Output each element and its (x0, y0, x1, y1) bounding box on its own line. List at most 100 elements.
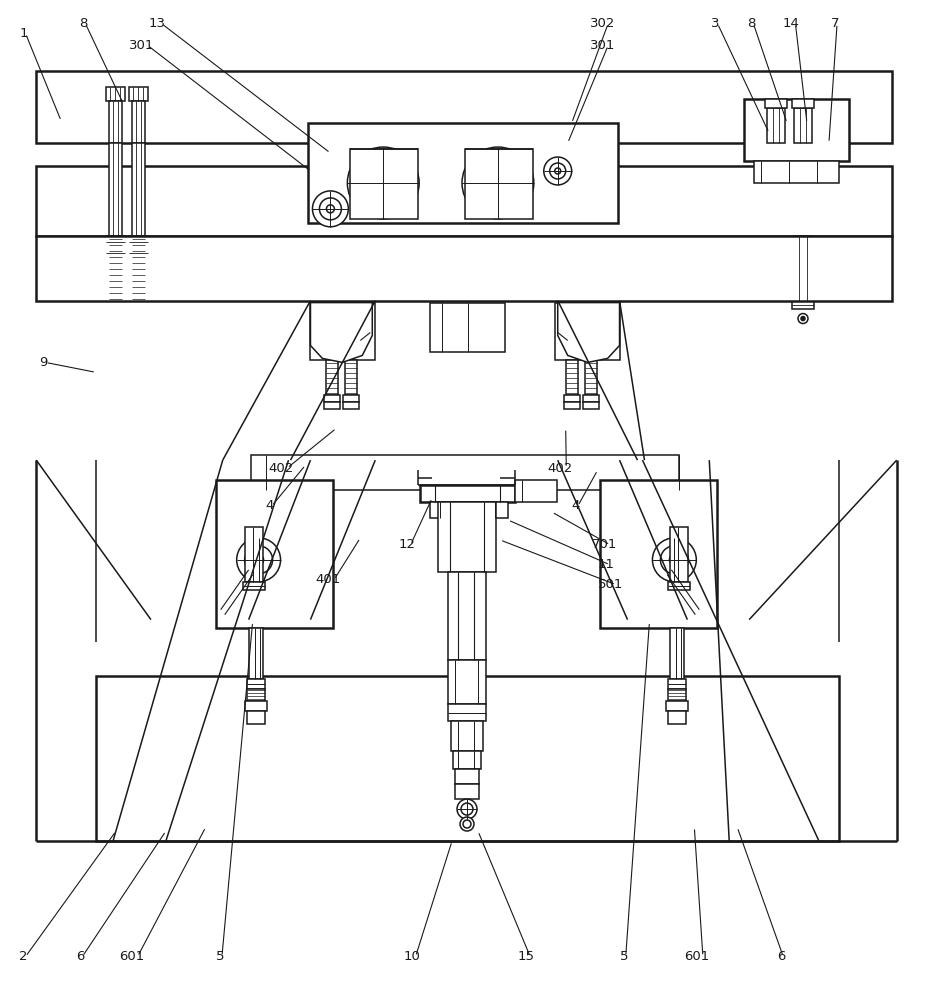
Bar (666, 701, 689, 711)
Bar (430, 303, 505, 352)
Bar (448, 572, 486, 660)
Circle shape (313, 191, 348, 227)
Text: 1: 1 (20, 27, 28, 40)
Bar (129, 236, 148, 247)
Circle shape (669, 555, 679, 565)
Circle shape (555, 168, 561, 174)
Text: 402: 402 (269, 462, 294, 475)
Bar (668, 679, 687, 689)
Bar (36, 166, 892, 236)
Bar (132, 143, 145, 236)
Circle shape (491, 176, 505, 190)
Bar (36, 71, 892, 143)
Bar (565, 360, 578, 395)
Circle shape (801, 317, 805, 321)
Text: 402: 402 (548, 462, 573, 475)
Bar (455, 769, 479, 784)
Circle shape (798, 314, 808, 324)
Text: 12: 12 (398, 538, 415, 551)
Circle shape (361, 161, 405, 205)
Circle shape (652, 538, 696, 582)
Text: 4: 4 (572, 499, 580, 512)
Bar (582, 395, 599, 402)
Bar (765, 99, 787, 108)
Text: 6: 6 (77, 950, 85, 963)
Bar (794, 108, 812, 143)
Bar (129, 87, 148, 101)
Bar (106, 258, 125, 269)
Text: 601: 601 (119, 950, 145, 963)
Text: 6: 6 (777, 950, 786, 963)
Circle shape (462, 147, 534, 219)
Bar (767, 108, 785, 143)
Circle shape (347, 147, 419, 219)
Bar (671, 628, 684, 679)
Bar (343, 402, 359, 409)
Bar (129, 247, 148, 258)
Bar (343, 395, 359, 402)
Bar (794, 236, 812, 301)
Circle shape (550, 163, 565, 179)
Bar (132, 101, 145, 143)
Bar (564, 402, 579, 409)
Bar (96, 676, 839, 841)
Circle shape (254, 555, 264, 565)
Circle shape (544, 157, 572, 185)
Bar (243, 582, 265, 590)
Text: 302: 302 (590, 17, 615, 30)
Text: 501: 501 (598, 578, 623, 591)
Bar (311, 303, 375, 360)
Bar (325, 395, 341, 402)
Bar (745, 99, 849, 161)
Text: 13: 13 (149, 17, 166, 30)
Text: 10: 10 (403, 950, 420, 963)
Bar (327, 360, 339, 395)
Text: 9: 9 (39, 356, 48, 369)
Bar (244, 527, 262, 582)
Bar (600, 480, 717, 628)
Circle shape (661, 546, 689, 574)
Text: 301: 301 (129, 39, 154, 52)
Circle shape (457, 799, 477, 819)
Circle shape (319, 198, 341, 220)
Bar (792, 301, 814, 309)
Bar (109, 143, 122, 236)
Text: 5: 5 (216, 950, 224, 963)
Text: 11: 11 (598, 558, 615, 571)
Bar (453, 751, 480, 769)
Circle shape (327, 205, 334, 213)
Bar (109, 101, 122, 143)
Bar (668, 711, 687, 724)
Text: 4: 4 (266, 499, 274, 512)
Bar (246, 711, 265, 724)
Text: 5: 5 (620, 950, 628, 963)
Polygon shape (558, 303, 620, 362)
Circle shape (476, 161, 520, 205)
Bar (106, 87, 125, 101)
Text: 701: 701 (592, 538, 617, 551)
Bar (233, 490, 284, 512)
Bar (555, 303, 620, 360)
Text: 601: 601 (684, 950, 710, 963)
Bar (249, 628, 262, 679)
Text: 401: 401 (315, 573, 341, 586)
Bar (448, 704, 486, 721)
Text: 2: 2 (20, 950, 28, 963)
Bar (448, 660, 486, 704)
Bar (465, 149, 533, 219)
Text: 7: 7 (831, 17, 840, 30)
Bar (455, 784, 479, 799)
Bar (251, 455, 679, 490)
Bar (36, 236, 892, 301)
Bar (668, 582, 690, 590)
Circle shape (376, 176, 390, 190)
Circle shape (461, 803, 473, 815)
Text: 3: 3 (711, 17, 719, 30)
Circle shape (463, 820, 471, 828)
Bar (351, 149, 418, 219)
Bar (585, 360, 596, 395)
Circle shape (460, 817, 474, 831)
Bar (420, 485, 515, 502)
Bar (515, 480, 557, 502)
Bar (654, 490, 704, 512)
